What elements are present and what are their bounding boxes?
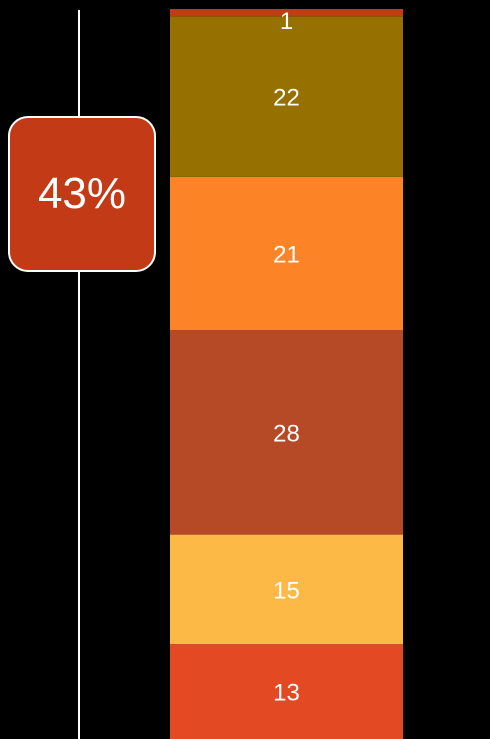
bar-segment-0 — [170, 644, 403, 739]
bar-segment-2 — [170, 330, 403, 535]
vertical-divider-line — [78, 10, 80, 739]
bar-segment-label-5: 1 — [280, 8, 293, 35]
bar-segment-label-4: 22 — [273, 85, 300, 112]
bar-segment-label-2: 28 — [273, 420, 300, 447]
bar-segment-1 — [170, 534, 403, 645]
percentage-badge: 43% — [8, 116, 156, 272]
bar-segment-label-1: 15 — [273, 577, 300, 604]
percentage-badge-text: 43% — [37, 169, 127, 218]
bar-segment-label-0: 13 — [273, 680, 300, 707]
bar-segment-4 — [170, 16, 403, 177]
bar-segment-label-3: 21 — [273, 242, 300, 269]
bar-segment-3 — [170, 176, 403, 331]
bar-segment-5 — [170, 9, 403, 17]
